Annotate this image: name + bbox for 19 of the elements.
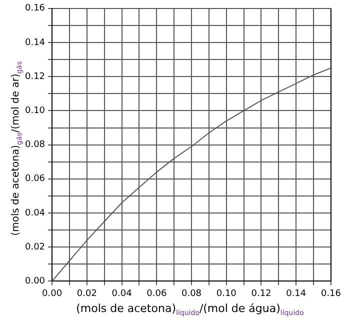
y-tick-label: 0.14 — [24, 38, 46, 48]
x-tick-label: 0.10 — [216, 288, 237, 299]
y-tick-label: 0.16 — [24, 4, 46, 14]
y-tick-label: 0.06 — [24, 174, 46, 184]
x-tick-label: 0.08 — [181, 288, 202, 299]
x-tick-label: 0.04 — [112, 288, 132, 299]
y-tick-label: 0.00 — [24, 276, 46, 287]
x-axis-title: (mols de acetona)$_{líquido}$/(mol de água)$_{líquido}$ — [75, 302, 305, 318]
x-tick-label: 0.16 — [320, 288, 342, 299]
y-tick-label: 0.10 — [24, 106, 46, 116]
y-tick-label: 0.08 — [24, 140, 46, 150]
y-tick-label: 0.02 — [24, 242, 46, 252]
x-tick-label: 0.00 — [42, 288, 62, 299]
x-tick-label: 0.02 — [76, 288, 97, 299]
x-tick-label: 0.06 — [146, 288, 167, 299]
y-tick-label: 0.04 — [24, 208, 46, 218]
x-tick-label: 0.12 — [251, 288, 272, 299]
x-tick-label: 0.14 — [286, 288, 306, 299]
y-tick-label: 0.12 — [24, 72, 46, 82]
